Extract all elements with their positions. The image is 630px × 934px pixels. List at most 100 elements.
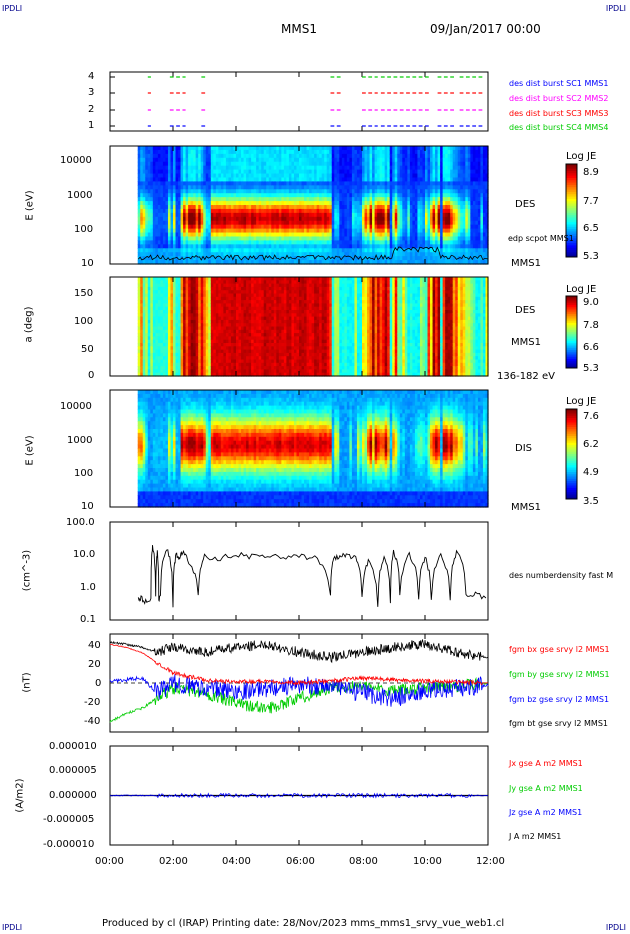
des-energy-heatmap-cell (195, 244, 199, 249)
des-energy-heatmap-cell (341, 169, 345, 175)
des-energy-heatmap-cell (311, 256, 315, 261)
des-energy-heatmap-cell (437, 185, 441, 190)
des-energy-heatmap-cell (152, 181, 156, 186)
des-energy-heatmap-cell (183, 228, 187, 234)
des-energy-heatmap-cell (445, 205, 449, 210)
des-energy-heatmap-cell (445, 161, 449, 167)
des-energy-heatmap-cell (291, 201, 295, 206)
des-energy-heatmap-cell (152, 193, 156, 198)
des-energy-heatmap-cell (339, 173, 343, 179)
des-energy-heatmap-cell (374, 224, 378, 230)
des-energy-heatmap-cell (213, 181, 217, 186)
des-energy-heatmap-cell (387, 181, 391, 186)
des-energy-heatmap-cell (147, 201, 151, 206)
des-energy-heatmap-cell (404, 256, 408, 261)
des-energy-heatmap-cell (261, 189, 265, 194)
des-energy-heatmap-cell (455, 232, 459, 238)
des-energy-heatmap-cell (215, 153, 219, 159)
des-energy-heatmap-cell (341, 193, 345, 198)
des-energy-heatmap-cell (278, 153, 282, 159)
des-energy-heatmap-cell (422, 197, 426, 202)
des-energy-heatmap-cell (193, 252, 197, 257)
des-energy-heatmap-cell (427, 173, 431, 179)
des-energy-heatmap-cell (173, 193, 177, 198)
des-energy-heatmap-cell (372, 197, 376, 202)
des-energy-heatmap-cell (253, 212, 257, 218)
des-energy-heatmap-cell (208, 177, 212, 182)
des-energy-heatmap-cell (130, 244, 134, 249)
des-energy-heatmap-cell (150, 169, 154, 175)
des-energy-heatmap-cell (367, 244, 371, 249)
des-energy-heatmap-cell (442, 244, 446, 249)
des-energy-heatmap-cell (369, 157, 373, 163)
des-energy-heatmap-cell (331, 208, 335, 214)
des-energy-heatmap-cell (175, 189, 179, 194)
des-energy-heatmap-cell (404, 236, 408, 241)
des-energy-heatmap-cell (432, 220, 436, 226)
des-energy-heatmap-cell (450, 248, 454, 253)
des-energy-heatmap-cell (319, 197, 323, 202)
des-energy-heatmap-cell (195, 181, 199, 186)
des-energy-heatmap-cell (122, 216, 126, 222)
des-energy-heatmap-cell (115, 232, 119, 238)
des-energy-heatmap-cell (442, 208, 446, 214)
des-energy-heatmap-cell (304, 193, 308, 198)
des-energy-heatmap-cell (137, 177, 141, 182)
des-energy-heatmap-cell (299, 157, 303, 163)
des-energy-heatmap-cell (203, 205, 207, 210)
des-energy-heatmap-cell (452, 236, 456, 241)
des-energy-heatmap-cell (397, 236, 401, 241)
des-energy-heatmap-cell (286, 157, 290, 163)
des-energy-heatmap-cell (450, 201, 454, 206)
des-energy-heatmap-cell (316, 216, 320, 222)
des-energy-heatmap-cell (367, 252, 371, 257)
des-energy-heatmap-cell (208, 220, 212, 226)
des-energy-heatmap-cell (190, 220, 194, 226)
des-energy-heatmap-cell (225, 240, 230, 245)
des-energy-heatmap-cell (364, 252, 368, 257)
des-energy-heatmap-cell (180, 173, 184, 179)
des-energy-heatmap-cell (228, 197, 232, 202)
des-energy-heatmap-cell (152, 169, 156, 175)
des-energy-heatmap-cell (450, 181, 454, 186)
des-energy-heatmap-cell (230, 177, 235, 182)
des-energy-heatmap-cell (329, 208, 333, 214)
des-energy-heatmap-cell (326, 232, 330, 238)
des-energy-heatmap-cell (384, 208, 388, 214)
des-energy-heatmap-cell (339, 189, 343, 194)
des-energy-heatmap-cell (281, 224, 285, 230)
des-energy-heatmap-cell (145, 197, 149, 202)
des-energy-heatmap-cell (145, 252, 149, 257)
des-energy-heatmap-cell (324, 161, 328, 167)
des-energy-heatmap-cell (331, 220, 335, 226)
des-energy-heatmap-cell (412, 252, 416, 257)
des-energy-heatmap-cell (278, 181, 282, 186)
des-energy-heatmap-cell (263, 248, 267, 253)
des-energy-heatmap-cell (362, 173, 366, 179)
burst-panel-frame (109, 71, 489, 132)
des-energy-heatmap-cell (175, 224, 179, 230)
des-energy-heatmap-cell (120, 248, 124, 253)
des-energy-heatmap-cell (417, 240, 421, 245)
des-energy-heatmap-cell (233, 220, 237, 226)
des-energy-heatmap-cell (450, 161, 454, 167)
des-energy-heatmap-cell (185, 212, 189, 218)
des-energy-heatmap-cell (304, 189, 308, 194)
des-energy-heatmap-cell (225, 212, 230, 218)
des-energy-heatmap-cell (210, 248, 214, 253)
des-energy-heatmap-cell (120, 208, 124, 214)
des-energy-heatmap-cell (170, 149, 174, 155)
des-energy-heatmap-cell (208, 157, 212, 163)
des-energy-heatmap-cell (452, 165, 456, 171)
des-energy-heatmap-cell (450, 189, 454, 194)
des-energy-heatmap-cell (377, 232, 381, 238)
des-energy-heatmap-cell (334, 201, 338, 206)
des-energy-heatmap-cell (173, 181, 177, 186)
des-energy-heatmap-cell (422, 252, 426, 257)
des-energy-heatmap-cell (377, 240, 381, 245)
des-energy-heatmap-cell (195, 201, 199, 206)
des-energy-heatmap-cell (170, 161, 174, 167)
des-energy-heatmap-cell (228, 193, 232, 198)
des-energy-heatmap-cell (445, 248, 449, 253)
des-energy-heatmap-cell (243, 165, 247, 171)
